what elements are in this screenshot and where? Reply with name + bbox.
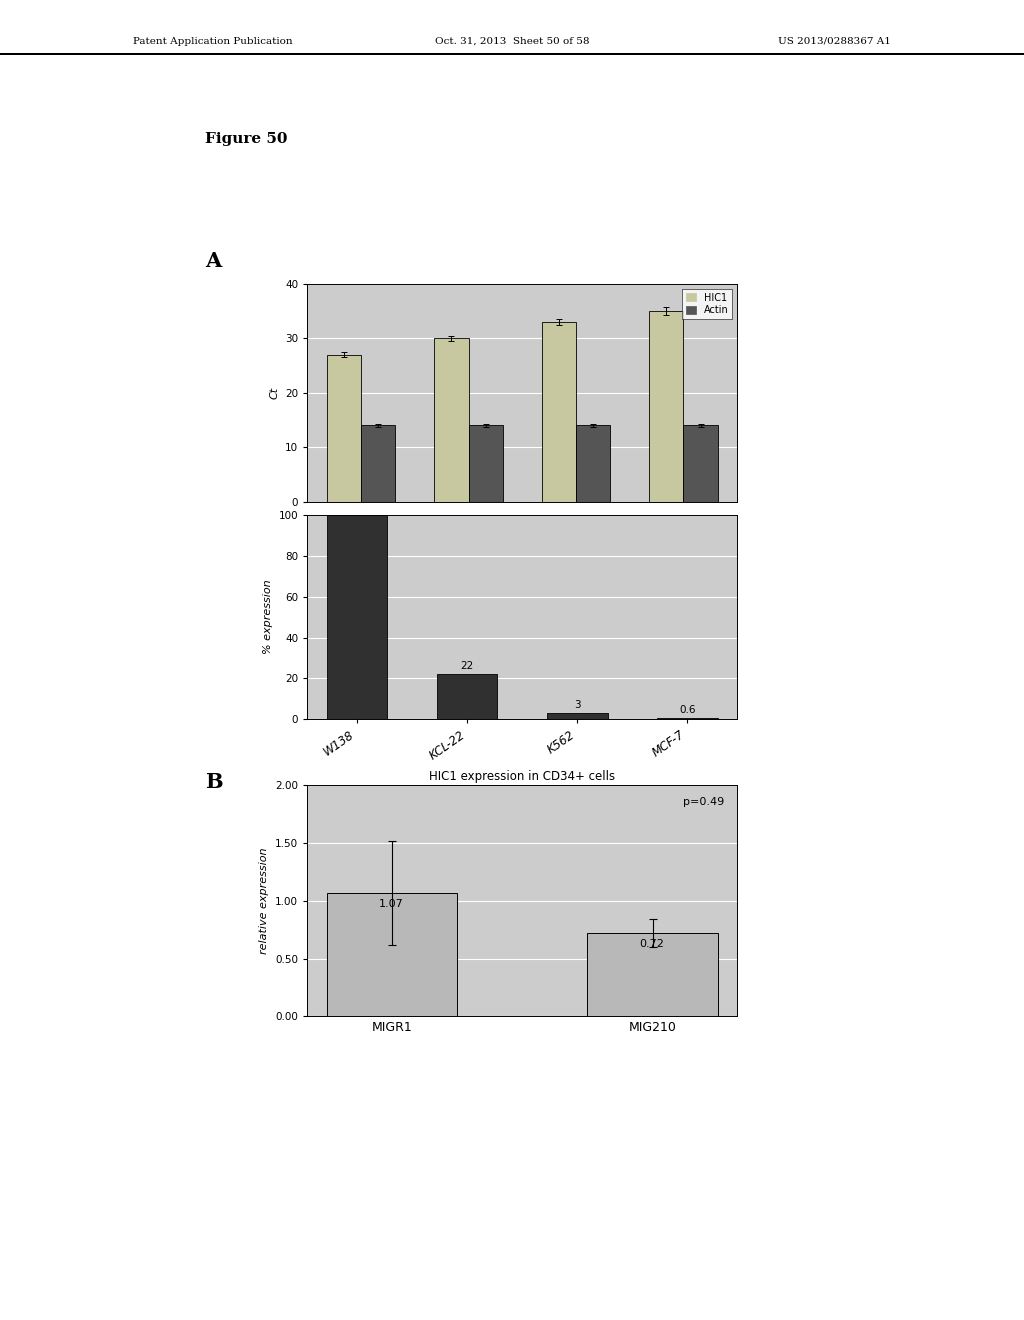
Text: 0.72: 0.72 (640, 939, 665, 949)
Bar (327, 515, 387, 719)
Text: 0.6: 0.6 (679, 705, 695, 715)
Text: US 2013/0288367 A1: US 2013/0288367 A1 (778, 37, 891, 46)
Bar (649, 312, 683, 502)
Bar (469, 425, 503, 502)
Bar (361, 425, 395, 502)
Text: A: A (205, 251, 221, 271)
Bar (588, 933, 718, 1016)
Bar (575, 425, 610, 502)
Bar (683, 425, 718, 502)
Bar (437, 675, 498, 719)
Bar (327, 355, 361, 502)
Y-axis label: Ct: Ct (269, 387, 280, 399)
Bar (327, 892, 457, 1016)
Text: 1.07: 1.07 (379, 899, 403, 908)
Y-axis label: % expression: % expression (263, 579, 273, 655)
Text: 3: 3 (574, 700, 581, 710)
Y-axis label: relative expression: relative expression (259, 847, 269, 954)
Title: HIC1 expression in CD34+ cells: HIC1 expression in CD34+ cells (429, 770, 615, 783)
Text: p=0.49: p=0.49 (683, 797, 724, 807)
Text: 22: 22 (461, 661, 474, 672)
Bar (542, 322, 575, 502)
Bar (434, 338, 469, 502)
Legend: HIC1, Actin: HIC1, Actin (682, 289, 732, 319)
Text: Patent Application Publication: Patent Application Publication (133, 37, 293, 46)
Text: Figure 50: Figure 50 (205, 132, 288, 147)
Bar (547, 713, 607, 719)
Text: Oct. 31, 2013  Sheet 50 of 58: Oct. 31, 2013 Sheet 50 of 58 (435, 37, 589, 46)
Text: B: B (205, 772, 222, 792)
